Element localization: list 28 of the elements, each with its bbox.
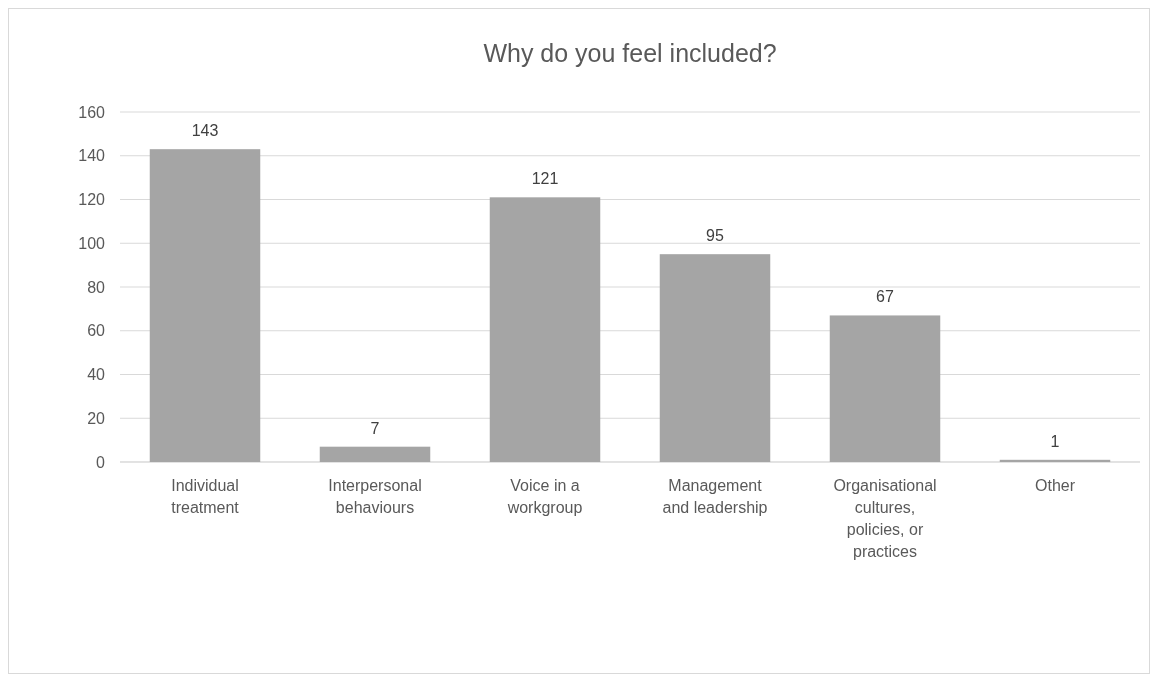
bar — [489, 197, 601, 462]
y-tick-label: 20 — [87, 409, 106, 427]
data-label: 67 — [876, 288, 894, 306]
y-tick-label: 140 — [78, 147, 106, 165]
y-tick-label: 80 — [87, 278, 106, 296]
data-label: 1 — [1050, 432, 1060, 450]
data-label: 95 — [706, 227, 724, 245]
bar — [999, 459, 1111, 462]
data-label: 121 — [531, 170, 559, 188]
y-tick-label: 40 — [87, 366, 106, 384]
x-tick-label: Other — [1034, 477, 1076, 494]
x-tick-label: Voice in a workgroup — [506, 477, 583, 516]
x-tick-label: Individual treatment — [171, 477, 240, 516]
bar — [829, 315, 941, 462]
chart-title: Why do you feel included? — [483, 39, 777, 67]
bar — [149, 149, 261, 462]
x-tick-label: Interpersonal behaviours — [328, 477, 422, 516]
bar — [319, 446, 431, 462]
y-tick-label: 160 — [78, 103, 106, 121]
bar — [659, 254, 771, 462]
y-tick-label: 0 — [96, 453, 106, 471]
x-tick-label: Management and leadership — [662, 477, 768, 516]
y-tick-label: 60 — [87, 322, 106, 340]
y-tick-label: 120 — [78, 191, 106, 209]
data-label: 143 — [191, 122, 219, 140]
y-tick-label: 100 — [78, 234, 106, 252]
x-tick-label: Organisational cultures, policies, or practices — [833, 477, 937, 560]
data-label: 7 — [370, 419, 380, 437]
